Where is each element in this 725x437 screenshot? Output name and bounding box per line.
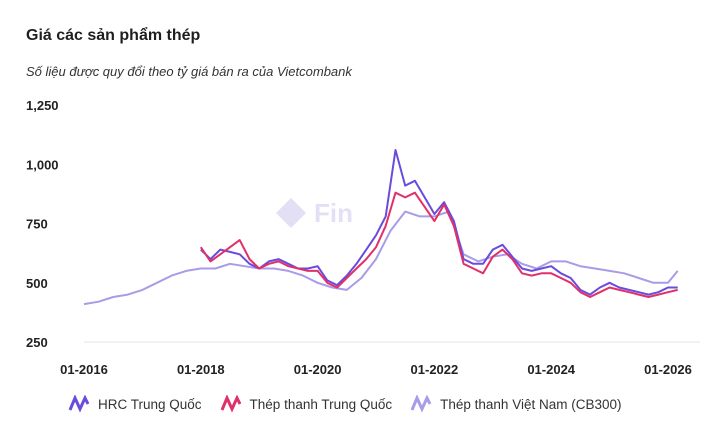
legend-thep-vn-swatch-icon [410, 395, 432, 413]
legend-label-thep-vn: Thép thanh Việt Nam (CB300) [440, 396, 622, 412]
legend-thep-tq-swatch-icon [220, 395, 241, 413]
watermark-logo-icon [276, 198, 306, 228]
legend-label-hrc: HRC Trung Quốc [98, 396, 202, 412]
y-tick-label: 1,250 [26, 98, 59, 113]
x-tick-label: 01-2016 [60, 362, 108, 377]
series-line-0 [200, 149, 678, 296]
x-tick-label: 01-2024 [527, 362, 575, 377]
x-tick-label: 01-2018 [177, 362, 225, 377]
y-tick-label: 1,000 [26, 157, 59, 172]
series-line-1 [199, 191, 678, 298]
chart-subtitle: Số liệu được quy đổi theo tỷ giá bán ra … [26, 64, 352, 79]
legend-item-thep-tq[interactable]: Thép thanh Trung Quốc [220, 395, 393, 413]
watermark-text: Fin [314, 197, 353, 228]
legend-label-thep-tq: Thép thanh Trung Quốc [249, 396, 393, 412]
watermark: Fin [274, 196, 353, 230]
y-tick-label: 250 [26, 335, 48, 350]
chart-title: Giá các sản phẩm thép [26, 27, 201, 44]
x-tick-label: 01-2020 [294, 362, 342, 377]
legend-item-hrc[interactable]: HRC Trung Quốc [68, 395, 202, 413]
x-tick-label: 01-2026 [644, 362, 692, 377]
x-tick-label: 01-2022 [411, 362, 459, 377]
legend-hrc-swatch-icon [68, 395, 90, 413]
y-tick-label: 500 [26, 276, 48, 291]
series-line-2 [83, 210, 679, 306]
y-tick-label: 750 [26, 217, 48, 232]
legend: HRC Trung Quốc Thép thanh Trung Quốc Thé… [68, 395, 640, 413]
legend-item-thep-vn[interactable]: Thép thanh Việt Nam (CB300) [410, 395, 622, 413]
